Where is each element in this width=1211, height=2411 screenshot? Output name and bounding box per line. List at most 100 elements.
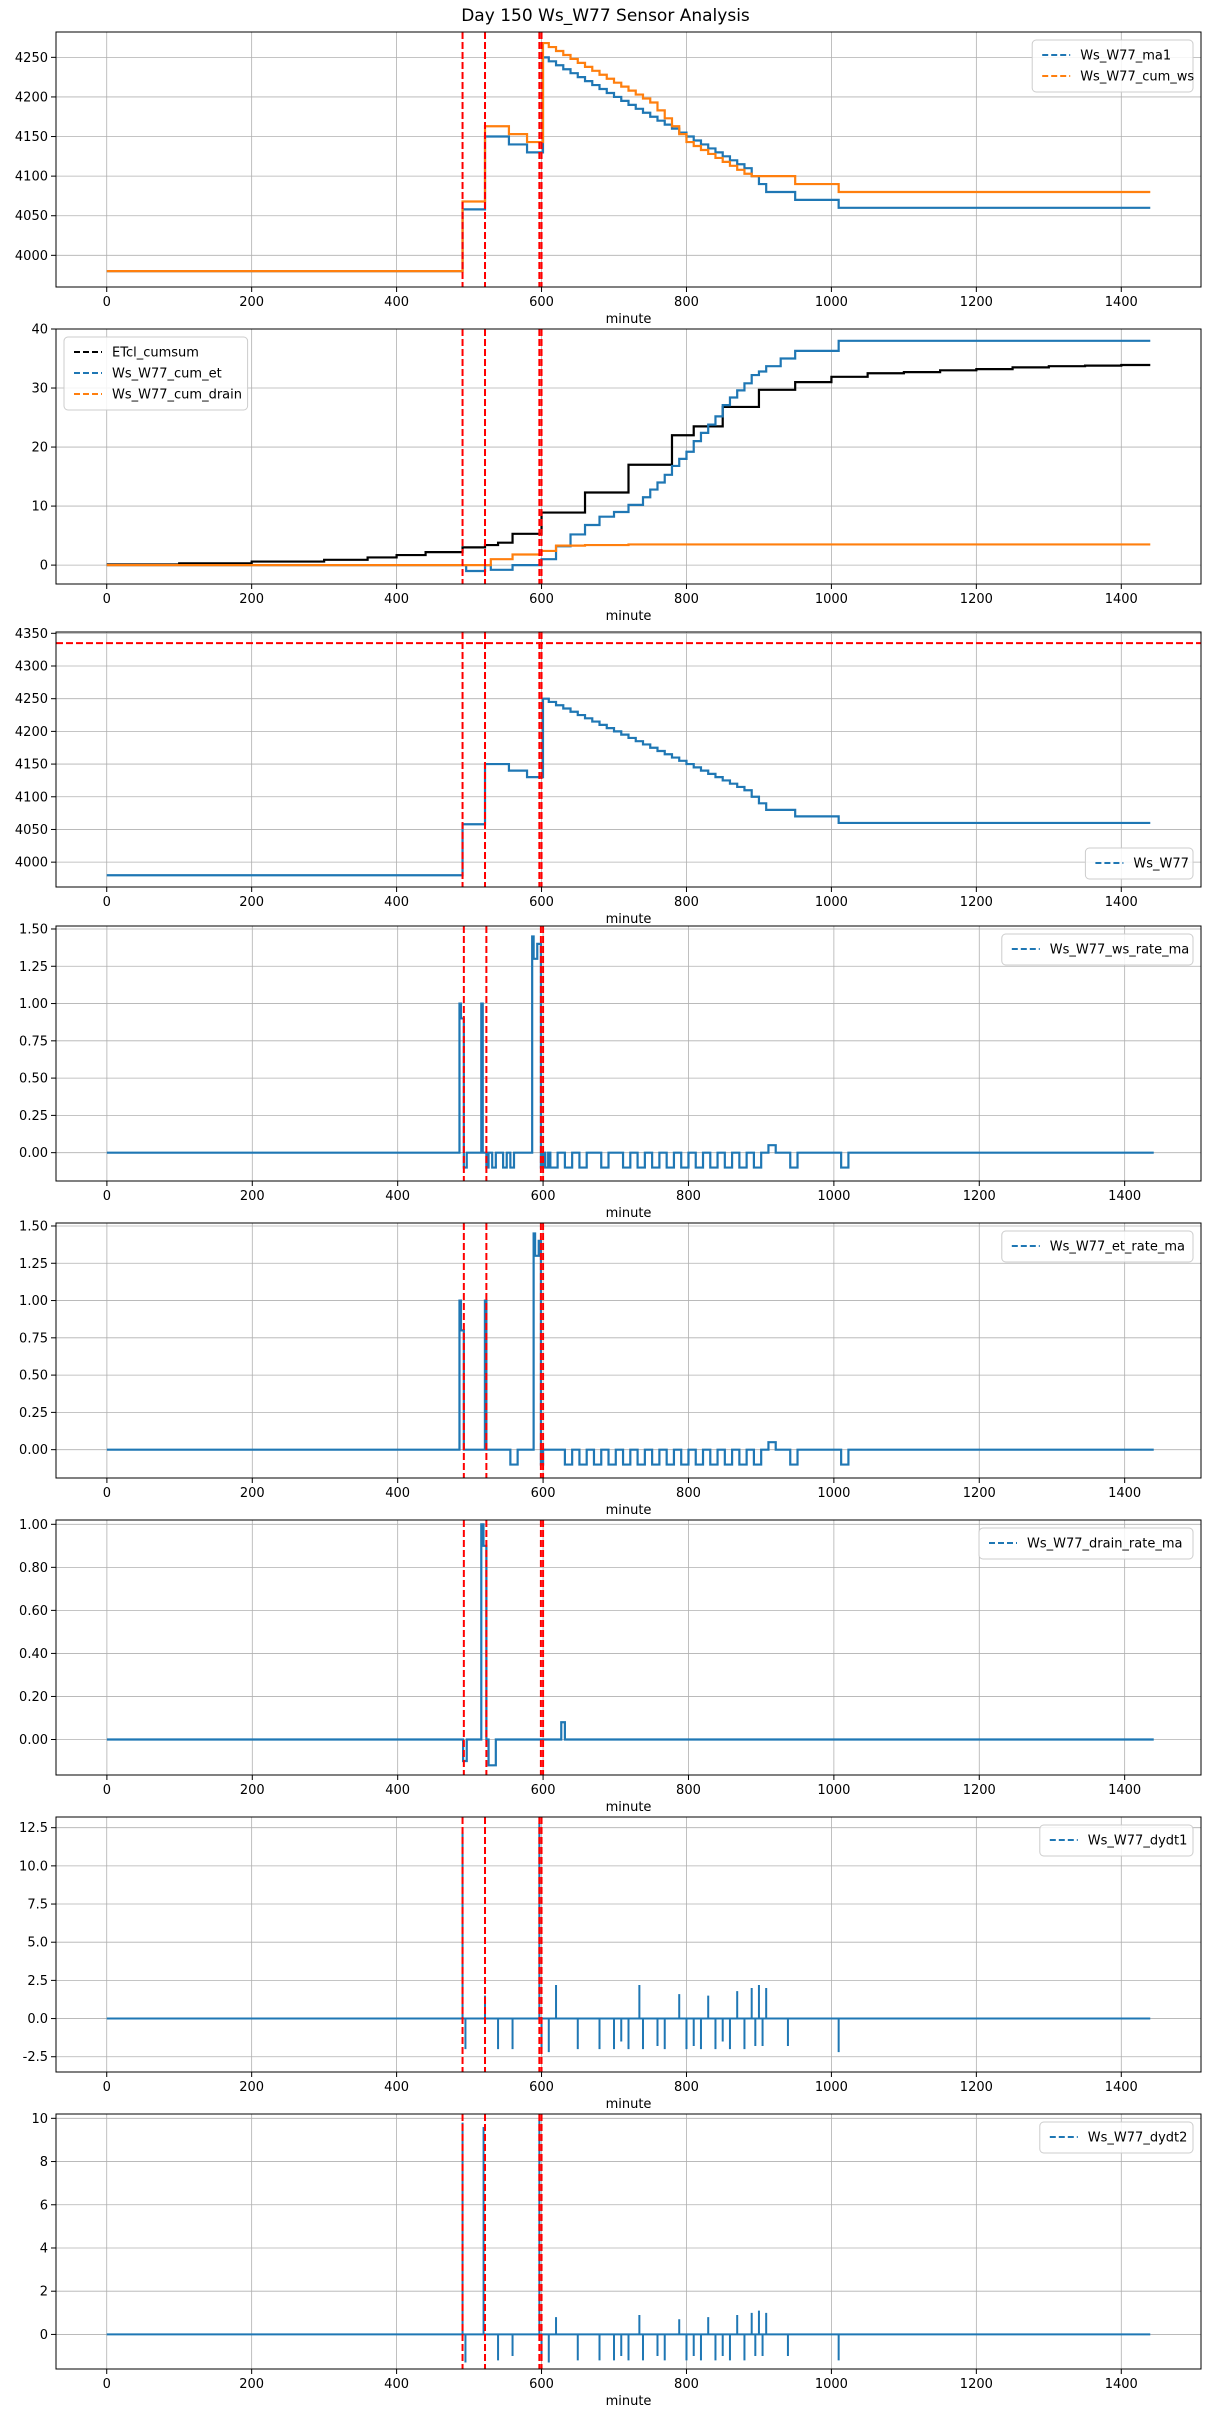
legend-label: Ws_W77 xyxy=(1133,857,1189,872)
legend-box xyxy=(1001,1230,1194,1263)
plot-area xyxy=(106,1817,1151,2072)
y-tick-label: 0.00 xyxy=(19,1146,48,1161)
legend-box xyxy=(978,1527,1194,1560)
legend-label: Ws_W77_dydt2 xyxy=(1088,2131,1188,2146)
x-tick-label: 1400 xyxy=(1105,895,1138,910)
series-line-Ws_W77_dydt1 xyxy=(106,1823,1151,2053)
axes-frame xyxy=(55,1816,1202,2073)
x-tick-label: 1000 xyxy=(817,1189,850,1204)
y-tick-label: 4200 xyxy=(15,725,48,740)
y-tick-label: 1.00 xyxy=(19,1518,48,1533)
x-tick-label: 600 xyxy=(529,2377,554,2392)
y-tick-label: 2 xyxy=(40,2285,48,2300)
x-tick-label: 1000 xyxy=(815,592,848,607)
x-tick-label: 1400 xyxy=(1108,1189,1141,1204)
y-tick-label: 10 xyxy=(31,2112,48,2127)
axes-frame xyxy=(55,1519,1202,1776)
plot-area xyxy=(106,926,1154,1181)
x-tick-label: 1400 xyxy=(1105,2080,1138,2095)
x-tick-label: 0 xyxy=(103,2080,111,2095)
legend-label: Ws_W77_dydt1 xyxy=(1088,1834,1188,1849)
y-tick-label: 0.25 xyxy=(19,1109,48,1124)
chart-1: 0 200 400 600 800 1000 1200 1400 4000 4050 4100 415… xyxy=(15,31,1202,327)
x-tick-label: 1200 xyxy=(963,1783,996,1798)
x-tick-label: 600 xyxy=(531,1783,556,1798)
y-tick-label: 0.50 xyxy=(19,1072,48,1087)
plot-area xyxy=(106,1223,1154,1478)
x-tick-label: 200 xyxy=(239,295,264,310)
legend: Ws_W77_dydt1 xyxy=(1039,1824,1194,1857)
x-tick-label: 1200 xyxy=(960,295,993,310)
x-tick-label: 200 xyxy=(239,895,264,910)
y-tick-label: 4000 xyxy=(15,856,48,871)
y-tick-label: 5.0 xyxy=(27,1936,48,1951)
x-tick-label: 800 xyxy=(676,1486,701,1501)
x-tick-label: 1000 xyxy=(815,895,848,910)
axes-frame xyxy=(55,31,1202,288)
x-tick-label: 400 xyxy=(385,1189,410,1204)
legend-label: Ws_W77_ws_rate_ma xyxy=(1050,943,1189,958)
x-tick-label: 0 xyxy=(103,1189,111,1204)
series-line-Ws_W77_ws_rate_ma xyxy=(106,935,1154,1169)
x-tick-label: 1000 xyxy=(817,1783,850,1798)
chart-2: 0 200 400 600 800 1000 1200 1400 0 10 20 30 40 minute… xyxy=(31,323,1202,624)
y-tick-label: -2.5 xyxy=(23,2050,48,2065)
x-tick-label: 1200 xyxy=(960,2080,993,2095)
legend-label: Ws_W77_et_rate_ma xyxy=(1050,1240,1185,1255)
y-tick-label: 0 xyxy=(40,2328,48,2343)
axes-frame xyxy=(55,925,1202,1182)
x-tick-label: 1200 xyxy=(963,1486,996,1501)
chart-5: 0 200 400 600 800 1000 1200 1400 0.00 0.25 0.50 0.7… xyxy=(19,1219,1202,1518)
y-tick-label: 30 xyxy=(31,382,48,397)
y-tick-label: 4 xyxy=(40,2241,48,2256)
x-tick-label: 200 xyxy=(239,592,264,607)
y-tick-label: 4000 xyxy=(15,249,48,264)
y-tick-label: 2.5 xyxy=(27,1974,48,1989)
y-tick-label: 0.00 xyxy=(19,1733,48,1748)
y-tick-label: 0.75 xyxy=(19,1331,48,1346)
plot-area xyxy=(106,329,1151,584)
axes-frame xyxy=(55,1222,1202,1479)
x-tick-label: 0 xyxy=(103,295,111,310)
y-tick-label: 1.50 xyxy=(19,922,48,937)
legend-box xyxy=(1039,1824,1194,1857)
y-tick-label: 1.00 xyxy=(19,997,48,1012)
y-tick-label: 4150 xyxy=(15,130,48,145)
y-tick-label: 0.20 xyxy=(19,1690,48,1705)
y-tick-label: 0.00 xyxy=(19,1443,48,1458)
legend: Ws_W77_ma1 Ws_W77_cum_ws xyxy=(1031,39,1194,93)
y-tick-label: 0.50 xyxy=(19,1369,48,1384)
x-tick-label: 600 xyxy=(531,1189,556,1204)
legend-box xyxy=(1001,933,1194,966)
x-tick-label: 600 xyxy=(529,895,554,910)
x-tick-label: 1000 xyxy=(815,2377,848,2392)
y-tick-label: 4300 xyxy=(15,660,48,675)
series-line-ETcl_cumsum xyxy=(106,363,1151,566)
x-tick-label: 200 xyxy=(240,1783,265,1798)
x-tick-label: 400 xyxy=(384,592,409,607)
x-tick-label: 800 xyxy=(674,295,699,310)
x-tick-label: 1200 xyxy=(963,1189,996,1204)
x-tick-label: 800 xyxy=(674,2377,699,2392)
plot-area xyxy=(106,1520,1154,1775)
x-tick-label: 1400 xyxy=(1108,1486,1141,1501)
x-tick-label: 200 xyxy=(239,2377,264,2392)
x-tick-label: 1000 xyxy=(815,295,848,310)
y-tick-label: 0.25 xyxy=(19,1406,48,1421)
y-tick-label: 12.5 xyxy=(19,1821,48,1836)
x-tick-label: 1400 xyxy=(1105,295,1138,310)
series-line-Ws_W77_cum_et xyxy=(106,339,1151,573)
y-tick-label: 4350 xyxy=(15,627,48,642)
x-axis-label: minute xyxy=(606,2394,652,2409)
x-tick-label: 200 xyxy=(239,2080,264,2095)
plot-area xyxy=(56,632,1201,887)
x-tick-label: 600 xyxy=(529,2080,554,2095)
x-tick-label: 0 xyxy=(103,1486,111,1501)
x-tick-label: 1400 xyxy=(1105,592,1138,607)
x-axis-label: minute xyxy=(606,1206,652,1221)
legend: Ws_W77_drain_rate_ma xyxy=(978,1527,1194,1560)
axes-frame xyxy=(55,631,1202,888)
x-tick-label: 800 xyxy=(674,895,699,910)
plot-area xyxy=(106,32,1151,287)
